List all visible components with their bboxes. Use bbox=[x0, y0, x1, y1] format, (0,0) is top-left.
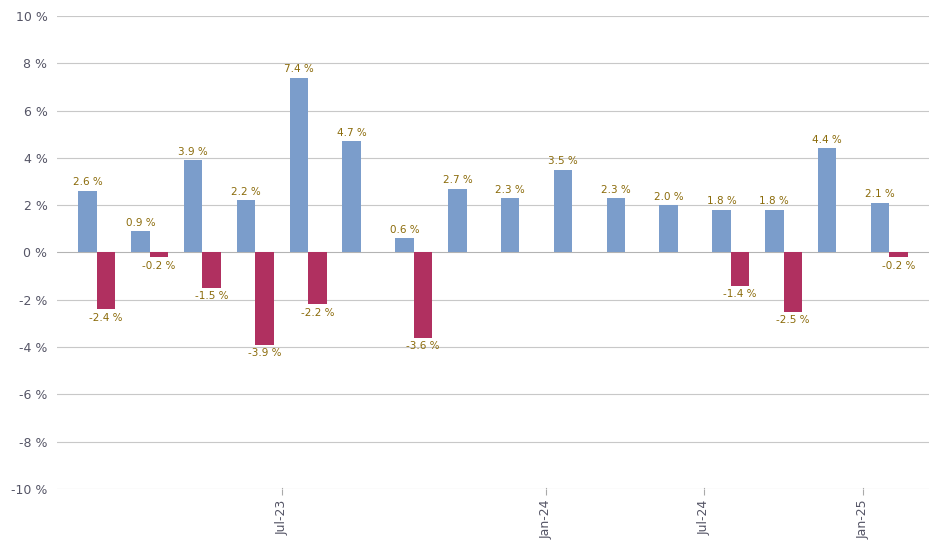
Bar bbox=[889, 252, 908, 257]
Text: 1.8 %: 1.8 % bbox=[760, 196, 790, 206]
Text: 1.8 %: 1.8 % bbox=[707, 196, 736, 206]
Text: -2.4 %: -2.4 % bbox=[89, 313, 123, 323]
Bar bbox=[818, 148, 837, 252]
Text: 2.6 %: 2.6 % bbox=[72, 178, 102, 188]
Text: 0.6 %: 0.6 % bbox=[390, 225, 419, 235]
Text: -2.2 %: -2.2 % bbox=[301, 308, 334, 318]
Bar bbox=[660, 205, 678, 252]
Bar bbox=[554, 170, 572, 252]
Bar bbox=[132, 231, 149, 252]
Bar bbox=[342, 141, 361, 252]
Text: 2.1 %: 2.1 % bbox=[865, 189, 895, 199]
Text: -3.6 %: -3.6 % bbox=[406, 341, 440, 351]
Text: 3.9 %: 3.9 % bbox=[179, 147, 208, 157]
Bar bbox=[730, 252, 749, 285]
Text: 2.3 %: 2.3 % bbox=[601, 185, 631, 195]
Bar bbox=[308, 252, 326, 305]
Text: 7.4 %: 7.4 % bbox=[284, 64, 314, 74]
Bar bbox=[501, 198, 520, 252]
Bar bbox=[290, 78, 308, 252]
Bar bbox=[713, 210, 730, 252]
Text: 0.9 %: 0.9 % bbox=[126, 218, 155, 228]
Bar bbox=[765, 210, 784, 252]
Bar bbox=[414, 252, 432, 338]
Bar bbox=[184, 160, 202, 252]
Text: 2.7 %: 2.7 % bbox=[443, 175, 472, 185]
Bar bbox=[396, 238, 414, 252]
Text: -2.5 %: -2.5 % bbox=[776, 315, 809, 325]
Text: -3.9 %: -3.9 % bbox=[248, 348, 281, 358]
Text: -1.5 %: -1.5 % bbox=[195, 292, 228, 301]
Bar bbox=[237, 201, 256, 252]
Text: -1.4 %: -1.4 % bbox=[723, 289, 757, 299]
Text: -0.2 %: -0.2 % bbox=[142, 261, 176, 271]
Bar bbox=[202, 252, 221, 288]
Bar bbox=[784, 252, 802, 311]
Text: -0.2 %: -0.2 % bbox=[882, 261, 916, 271]
Text: 3.5 %: 3.5 % bbox=[548, 156, 578, 166]
Bar bbox=[870, 203, 889, 252]
Text: 4.7 %: 4.7 % bbox=[337, 128, 367, 138]
Bar bbox=[256, 252, 274, 345]
Bar bbox=[448, 189, 466, 252]
Text: 2.0 %: 2.0 % bbox=[654, 191, 683, 202]
Text: 4.4 %: 4.4 % bbox=[812, 135, 842, 145]
Bar bbox=[606, 198, 625, 252]
Bar bbox=[78, 191, 97, 252]
Bar bbox=[97, 252, 116, 309]
Text: 2.2 %: 2.2 % bbox=[231, 187, 261, 197]
Bar bbox=[149, 252, 168, 257]
Text: 2.3 %: 2.3 % bbox=[495, 185, 525, 195]
